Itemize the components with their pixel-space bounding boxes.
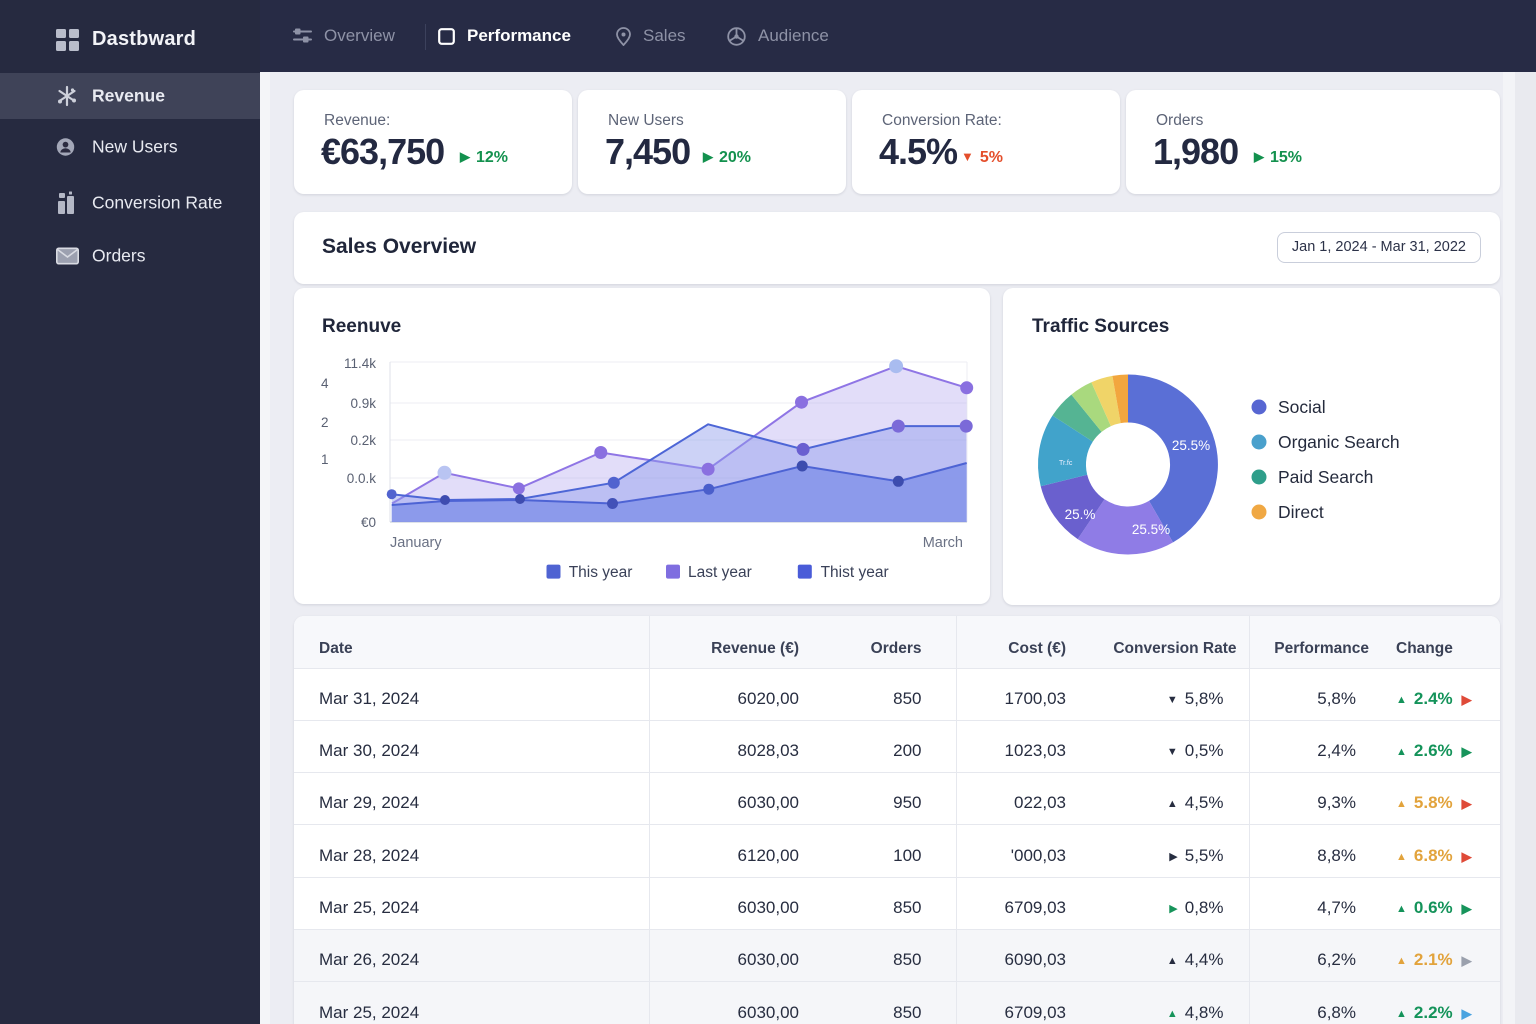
svg-text:0.9k: 0.9k bbox=[350, 396, 376, 411]
svg-text:Social: Social bbox=[1278, 397, 1326, 417]
svg-text:Thist year: Thist year bbox=[821, 564, 889, 581]
svg-text:11.4k: 11.4k bbox=[344, 356, 376, 371]
svg-text:2: 2 bbox=[321, 415, 329, 430]
svg-text:0.2k: 0.2k bbox=[350, 433, 376, 448]
svg-text:25.5%: 25.5% bbox=[1132, 522, 1170, 537]
svg-text:25.5%: 25.5% bbox=[1172, 438, 1210, 453]
svg-text:Direct: Direct bbox=[1278, 502, 1324, 522]
svg-text:Organic Search: Organic Search bbox=[1278, 432, 1400, 452]
svg-text:0.0.k: 0.0.k bbox=[347, 471, 377, 486]
svg-text:This year: This year bbox=[569, 564, 633, 581]
svg-text:4: 4 bbox=[321, 376, 329, 391]
svg-text:Reenuve: Reenuve bbox=[322, 316, 401, 337]
svg-text:Traffic Sources: Traffic Sources bbox=[1032, 316, 1169, 337]
svg-text:€0: €0 bbox=[361, 515, 376, 530]
svg-text:25.%: 25.% bbox=[1065, 507, 1096, 522]
svg-text:Tr.fc: Tr.fc bbox=[1059, 460, 1073, 467]
svg-text:Last year: Last year bbox=[688, 564, 752, 581]
svg-text:Paid Search: Paid Search bbox=[1278, 467, 1373, 487]
svg-text:January: January bbox=[390, 535, 442, 551]
svg-text:March: March bbox=[923, 535, 963, 551]
svg-text:1: 1 bbox=[321, 452, 329, 467]
